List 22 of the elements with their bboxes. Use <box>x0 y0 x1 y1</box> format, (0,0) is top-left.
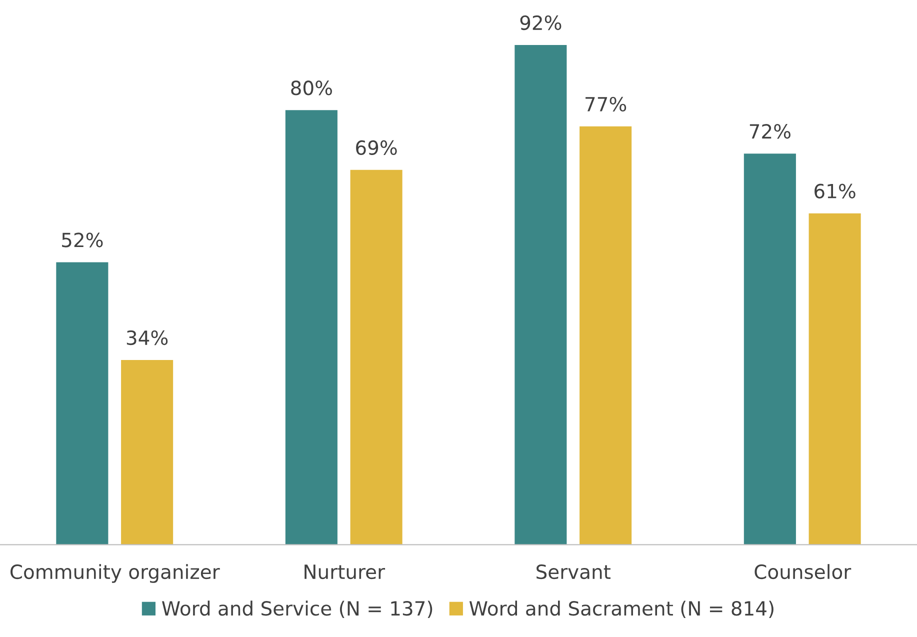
bar <box>808 213 861 545</box>
bar <box>744 154 796 545</box>
x-tick-label: Counselor <box>754 564 852 580</box>
legend-label: Word and Sacrament (N = 814) <box>469 600 774 618</box>
bar <box>514 44 567 545</box>
data-label: 77% <box>586 96 626 112</box>
data-label: 92% <box>520 15 562 30</box>
data-label: 80% <box>291 80 332 96</box>
bar <box>580 126 632 545</box>
x-tick-label: Community organizer <box>10 564 220 583</box>
data-label: 72% <box>750 124 790 139</box>
bar <box>350 170 402 545</box>
x-tick-label: Nurturer <box>304 564 386 580</box>
bar <box>56 262 108 545</box>
x-tick-label: Servant <box>536 564 610 580</box>
bar <box>285 110 338 545</box>
bar <box>121 360 174 545</box>
data-label: 69% <box>356 140 397 156</box>
legend-label: Word and Service (N = 137) <box>162 600 432 618</box>
data-label: 34% <box>126 330 168 346</box>
data-label: 61% <box>814 184 856 198</box>
data-label: 52% <box>62 232 103 248</box>
